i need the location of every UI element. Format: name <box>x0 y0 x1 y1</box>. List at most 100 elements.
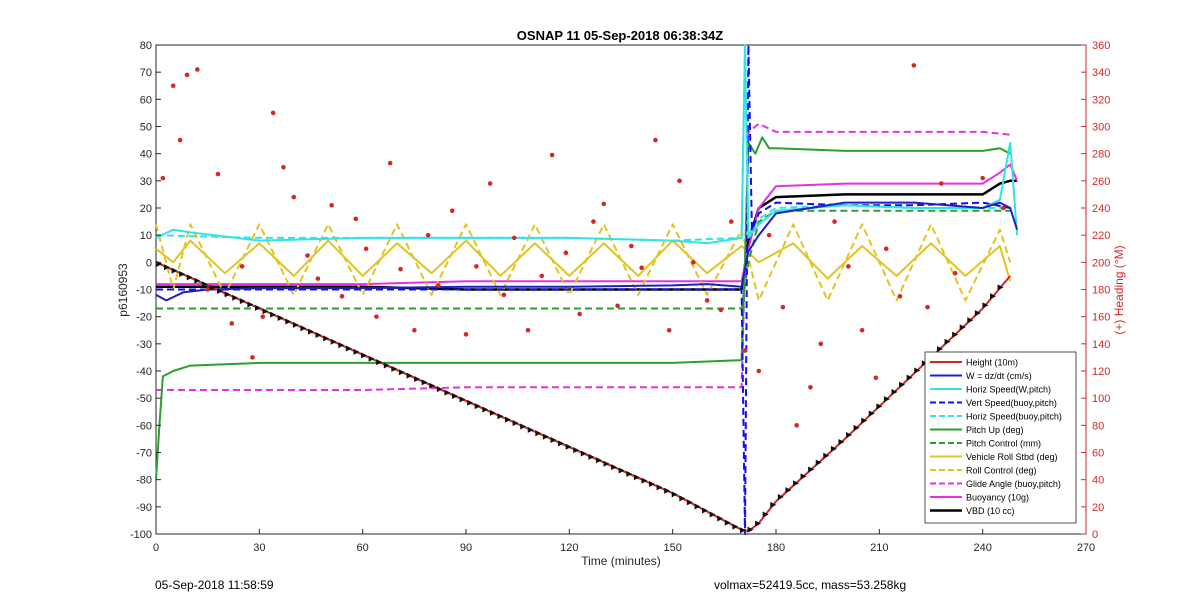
height-marker <box>853 424 860 431</box>
y-left-tick-label: 70 <box>140 67 152 79</box>
height-marker <box>724 519 731 526</box>
height-marker <box>702 507 709 514</box>
triangle-markers-layer <box>156 260 1004 534</box>
height-marker <box>595 457 602 464</box>
y-left-tick-label: 60 <box>140 94 152 106</box>
series-layer <box>155 44 1019 535</box>
y-right-tick-label: 180 <box>1092 285 1110 297</box>
y-left-tick-label: 20 <box>140 203 152 215</box>
height-marker <box>792 480 799 487</box>
height-marker <box>982 302 989 309</box>
series-line <box>156 44 1011 535</box>
height-marker <box>709 511 716 518</box>
y-right-tick-label: 60 <box>1092 448 1104 460</box>
height-marker <box>535 430 542 437</box>
series-line <box>155 136 1011 480</box>
heading-dot <box>195 67 200 72</box>
height-marker <box>285 318 292 325</box>
legend-label: Buoyancy (10g) <box>966 493 1029 503</box>
height-marker <box>656 484 663 491</box>
legend-items: Height (10m) W = dz/dt (cm/s) Horiz Speed(… <box>930 358 1062 516</box>
heading-dot <box>539 273 545 279</box>
y-right-tick-label: 40 <box>1092 475 1104 487</box>
heading-dot <box>883 246 889 252</box>
chart-title: OSNAP 11 05-Sep-2018 06:38:34Z <box>517 28 723 43</box>
height-marker <box>247 301 254 308</box>
heading-dot <box>832 219 837 224</box>
heading-dot <box>239 264 245 269</box>
heading-dot <box>177 137 183 143</box>
height-marker <box>618 467 625 474</box>
y-right-tick-label: 340 <box>1092 67 1110 79</box>
y-axis-right-label: (+) Heading (°M) <box>1112 245 1126 334</box>
heading-dot <box>315 276 321 281</box>
y-left-tick-label: -40 <box>136 366 152 378</box>
y-axis-left-label: p6160953 <box>116 263 130 317</box>
heading-dot <box>281 164 286 170</box>
y-left-tick-label: 30 <box>140 176 152 188</box>
heading-dot <box>215 171 221 177</box>
heading-dot <box>474 264 479 269</box>
heading-dot <box>911 63 917 68</box>
height-marker <box>974 310 981 317</box>
height-marker <box>239 298 246 305</box>
height-marker <box>883 396 890 403</box>
height-marker <box>376 359 383 366</box>
height-marker <box>262 308 269 315</box>
height-marker <box>846 432 853 439</box>
heading-dot <box>184 72 190 78</box>
y-left-tick-label: -100 <box>130 529 152 541</box>
heading-dot <box>794 423 799 428</box>
legend-label: W = dz/dt (cm/s) <box>966 371 1032 381</box>
height-marker <box>823 452 830 459</box>
height-marker <box>565 443 572 450</box>
height-marker <box>505 416 512 423</box>
y-axis-left: 80 70 60 50 40 30 20 10 0 -10 -20 -30 -40 -50 -60 -70 -8… <box>130 40 161 541</box>
legend-label: Horiz Speed(buoy,pitch) <box>966 412 1062 422</box>
y-right-tick-label: 120 <box>1092 366 1110 378</box>
heading-dot <box>577 311 582 317</box>
heading-dot <box>728 219 734 224</box>
heading-dot <box>449 208 455 214</box>
height-marker <box>254 304 261 311</box>
height-marker <box>611 464 618 471</box>
y-left-tick-label: -70 <box>136 448 152 460</box>
heading-dot <box>666 327 672 333</box>
legend-label: Roll Control (deg) <box>966 466 1037 476</box>
legend-label: Pitch Control (mm) <box>966 439 1041 449</box>
height-marker <box>164 264 171 271</box>
y-right-tick-label: 260 <box>1092 176 1110 188</box>
height-marker <box>573 447 580 454</box>
heading-dot <box>766 232 772 238</box>
height-marker <box>808 466 815 473</box>
height-marker <box>694 503 701 510</box>
height-marker <box>436 386 443 393</box>
y-right-tick-label: 200 <box>1092 257 1110 269</box>
legend-label: Height (10m) <box>966 358 1018 368</box>
heading-dot <box>704 298 710 303</box>
heading-dot <box>615 303 620 309</box>
height-marker <box>732 523 739 530</box>
height-marker <box>936 345 943 352</box>
height-marker <box>232 294 239 301</box>
heading-dot <box>952 270 958 276</box>
y-left-tick-label: -10 <box>136 285 152 297</box>
height-marker <box>330 338 337 345</box>
height-marker <box>558 440 565 447</box>
heading-dot <box>305 253 310 258</box>
height-marker <box>482 406 489 413</box>
height-marker <box>292 321 299 328</box>
y-left-tick-label: 10 <box>140 230 152 242</box>
height-marker <box>649 481 655 488</box>
height-marker <box>459 396 466 403</box>
height-marker <box>308 328 314 335</box>
y-right-tick-label: 100 <box>1092 393 1110 405</box>
height-marker <box>785 487 792 494</box>
heading-dot <box>897 293 903 299</box>
y-left-tick-label: -50 <box>136 393 152 405</box>
series-line <box>156 163 1019 286</box>
height-marker <box>626 470 633 477</box>
heading-dot <box>549 152 555 158</box>
height-marker <box>444 389 451 396</box>
